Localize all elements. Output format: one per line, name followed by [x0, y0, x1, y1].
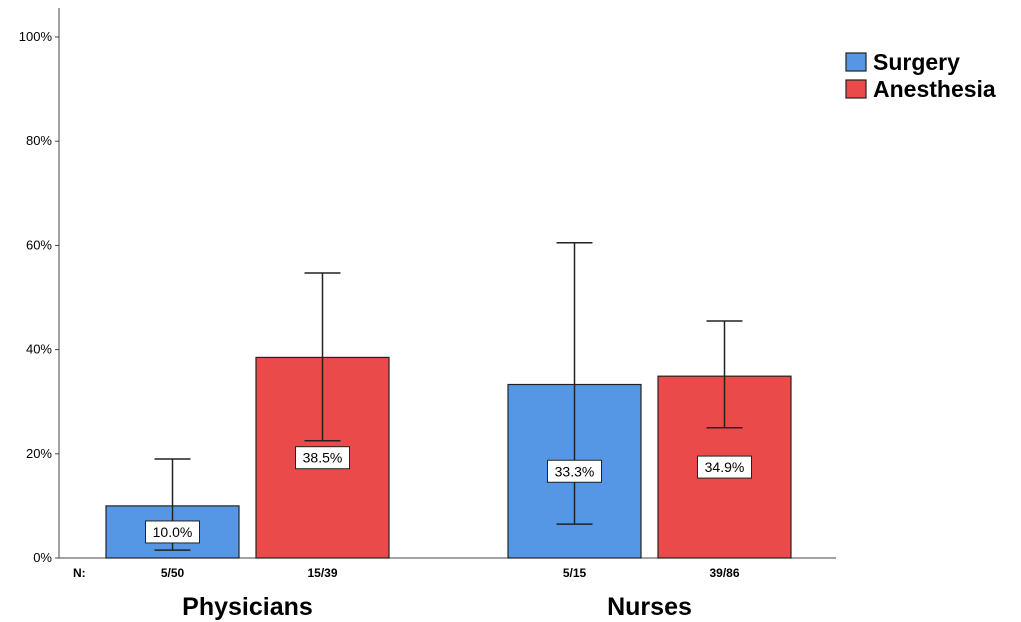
- legend-swatch: [845, 52, 867, 72]
- data-label: 34.9%: [697, 455, 752, 479]
- legend-label: Surgery: [873, 49, 960, 75]
- data-label: 33.3%: [547, 459, 602, 483]
- n-label: 15/39: [307, 566, 337, 580]
- data-label-text: 10.0%: [153, 524, 193, 540]
- legend-swatch: [845, 79, 867, 99]
- y-tick-label: 0%: [33, 550, 52, 565]
- error-bars: [154, 242, 743, 551]
- group-label-nurses: Nurses: [607, 593, 692, 621]
- data-label-text: 38.5%: [303, 450, 343, 466]
- bars: [105, 356, 792, 559]
- error-bar: [706, 320, 743, 429]
- legend-item-anesthesia: Anesthesia: [845, 76, 996, 102]
- group-labels: Physicians Nurses: [182, 593, 692, 621]
- legend-item-surgery: Surgery: [845, 49, 960, 75]
- y-tick-labels: 0% 20% 40% 60% 80% 100%: [19, 29, 59, 565]
- error-bar: [304, 272, 341, 442]
- y-tick-label: 80%: [26, 133, 52, 148]
- n-label: 5/50: [161, 566, 185, 580]
- y-tick-label: 60%: [26, 237, 52, 252]
- data-label: 10.0%: [145, 520, 200, 544]
- group-label-physicians: Physicians: [182, 593, 313, 621]
- n-label: 5/15: [563, 566, 587, 580]
- y-tick-label: 40%: [26, 342, 52, 357]
- n-prefix-label: N:: [73, 566, 86, 580]
- data-label-text: 34.9%: [705, 459, 745, 475]
- n-label: 39/86: [709, 566, 739, 580]
- data-label-text: 33.3%: [555, 463, 595, 479]
- y-tick-label: 20%: [26, 446, 52, 461]
- y-tick-label: 100%: [19, 29, 53, 44]
- legend-label: Anesthesia: [873, 76, 996, 102]
- n-labels: N: 5/50 15/39 5/15 39/86: [73, 566, 740, 580]
- data-labels: 10.0% 38.5% 33.3% 34.9%: [145, 446, 752, 544]
- data-label: 38.5%: [295, 446, 350, 470]
